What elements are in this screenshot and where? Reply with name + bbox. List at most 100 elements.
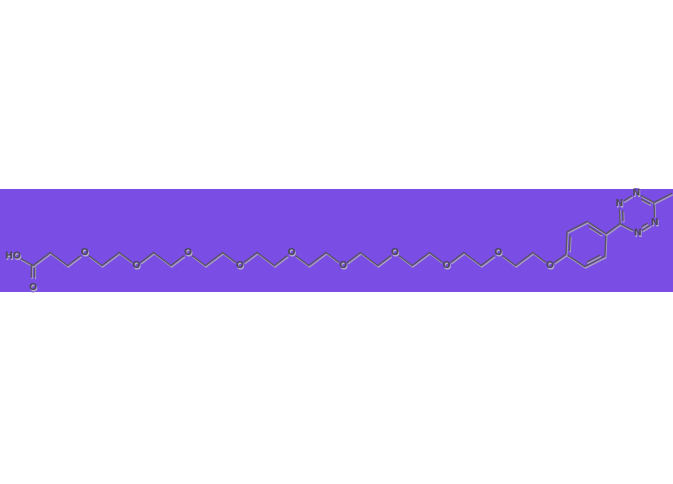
atom-label: O bbox=[339, 260, 347, 271]
bond-line bbox=[347, 253, 362, 265]
bond-line bbox=[88, 255, 103, 267]
atom-mask bbox=[183, 247, 194, 258]
bond-line bbox=[19, 257, 34, 267]
bond-line bbox=[605, 222, 621, 235]
bond-line bbox=[256, 251, 275, 267]
atom-mask bbox=[338, 260, 349, 271]
bond-line bbox=[33, 253, 52, 268]
atom-mask bbox=[493, 247, 504, 258]
bond-line bbox=[326, 253, 341, 265]
bond-line bbox=[360, 253, 380, 268]
atom-label: O bbox=[391, 247, 399, 258]
bond-line bbox=[480, 255, 495, 267]
atom-label: N bbox=[651, 217, 659, 228]
bond-line bbox=[32, 251, 51, 267]
bond-line bbox=[66, 255, 82, 267]
bond-line bbox=[623, 195, 633, 202]
atom-label: O bbox=[494, 247, 502, 258]
atom-label: O bbox=[443, 260, 451, 271]
atom-label: N bbox=[616, 200, 624, 211]
atom-label: HO bbox=[6, 252, 22, 263]
atom-label: O bbox=[185, 249, 193, 260]
bond-line bbox=[204, 251, 224, 267]
atom-label: O bbox=[81, 247, 89, 258]
bond-line bbox=[243, 251, 258, 263]
bond-line bbox=[325, 251, 340, 263]
bond-line bbox=[553, 253, 567, 264]
bond-line bbox=[89, 256, 104, 268]
bond-line bbox=[377, 256, 393, 268]
bond-line bbox=[399, 256, 414, 268]
atom-mask bbox=[234, 260, 245, 271]
bond-line bbox=[619, 209, 622, 226]
atom-label: O bbox=[133, 262, 141, 273]
atom-mask bbox=[286, 247, 297, 258]
bond-line bbox=[569, 236, 572, 253]
bond-line bbox=[49, 251, 69, 267]
bond-line bbox=[463, 251, 482, 267]
bond-line bbox=[244, 253, 259, 265]
bond-line bbox=[295, 255, 310, 267]
atom-label: O bbox=[81, 249, 89, 260]
atom-mask bbox=[649, 217, 660, 228]
bond-line bbox=[588, 225, 602, 235]
atom-mask bbox=[545, 260, 555, 271]
atom-mask bbox=[131, 260, 142, 271]
bond-line bbox=[140, 253, 156, 265]
bond-line bbox=[221, 251, 237, 263]
bond-line bbox=[641, 200, 652, 206]
bond-line bbox=[463, 253, 483, 268]
atom-label: O bbox=[30, 284, 38, 295]
bond-line bbox=[654, 194, 673, 205]
bond-line bbox=[642, 224, 649, 229]
bond-line bbox=[514, 251, 534, 267]
bond-line bbox=[566, 232, 569, 257]
atom-label: O bbox=[495, 249, 503, 260]
atom-label: N bbox=[633, 189, 641, 200]
atom-masks-layer bbox=[28, 188, 660, 293]
bond-line bbox=[567, 222, 589, 234]
bond-line bbox=[588, 227, 603, 237]
bond-line bbox=[481, 256, 496, 268]
atom-label: N bbox=[615, 198, 623, 209]
atom-mask bbox=[614, 198, 625, 209]
bond-line bbox=[640, 198, 651, 205]
bond-line bbox=[205, 253, 225, 268]
bond-line bbox=[412, 253, 431, 268]
bond-line bbox=[565, 230, 568, 255]
atom-label: O bbox=[132, 260, 140, 271]
atom-label: HO bbox=[5, 251, 21, 262]
bond-line bbox=[118, 251, 133, 263]
bond-line bbox=[642, 226, 652, 233]
bond-line bbox=[295, 256, 311, 268]
bond-line bbox=[502, 256, 517, 268]
atom-label: O bbox=[443, 262, 451, 273]
bond-line bbox=[532, 251, 547, 263]
bond-line bbox=[450, 251, 465, 263]
bond-line bbox=[501, 255, 517, 267]
bond-line bbox=[532, 253, 548, 265]
bond-line bbox=[67, 256, 82, 268]
bond-line bbox=[152, 251, 172, 267]
bond-line bbox=[451, 253, 466, 265]
atom-mask bbox=[28, 282, 38, 293]
bond-line bbox=[565, 253, 586, 268]
atom-label: N bbox=[634, 228, 642, 239]
bond-line bbox=[641, 224, 651, 231]
bond-line bbox=[101, 251, 120, 267]
bond-line bbox=[554, 254, 568, 265]
atom-label: O bbox=[340, 262, 348, 273]
bond-line bbox=[222, 253, 237, 265]
atom-label: O bbox=[29, 282, 37, 293]
bond-line bbox=[566, 220, 588, 233]
bond-line bbox=[170, 256, 186, 268]
bond-line bbox=[566, 254, 587, 269]
bond-line bbox=[624, 196, 634, 203]
atom-label: N bbox=[632, 188, 640, 199]
bond-line bbox=[618, 208, 621, 225]
atom-label: O bbox=[288, 249, 296, 260]
bond-line bbox=[153, 253, 173, 268]
bond-line bbox=[606, 224, 622, 237]
bond-line bbox=[587, 256, 602, 265]
